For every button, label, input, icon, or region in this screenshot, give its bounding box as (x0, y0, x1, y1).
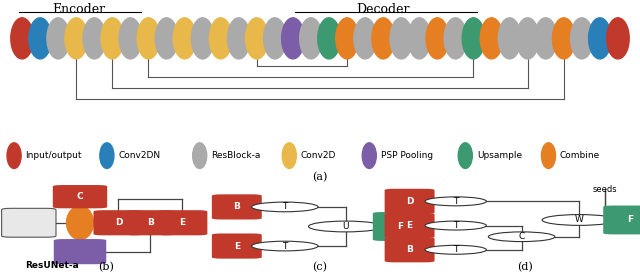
Ellipse shape (7, 143, 21, 169)
Text: T: T (282, 242, 287, 250)
Ellipse shape (119, 18, 141, 59)
FancyBboxPatch shape (54, 239, 106, 264)
Text: (c): (c) (312, 262, 328, 272)
Text: ResUNet-a: ResUNet-a (26, 261, 79, 270)
Text: W: W (575, 215, 584, 224)
Text: T: T (282, 202, 287, 212)
Ellipse shape (458, 143, 472, 169)
Ellipse shape (534, 18, 557, 59)
Text: PSP Pooling: PSP Pooling (381, 151, 433, 160)
Text: Input/output: Input/output (26, 151, 82, 160)
Text: Upsample: Upsample (477, 151, 522, 160)
Ellipse shape (191, 18, 214, 59)
Text: Decoder: Decoder (356, 3, 410, 16)
Circle shape (252, 241, 318, 251)
Ellipse shape (589, 18, 611, 59)
Text: E: E (234, 242, 240, 250)
FancyBboxPatch shape (604, 206, 640, 235)
Text: F: F (627, 215, 634, 224)
Ellipse shape (552, 18, 575, 59)
Circle shape (425, 221, 486, 230)
Circle shape (425, 197, 486, 206)
Circle shape (488, 232, 555, 242)
FancyBboxPatch shape (385, 213, 435, 238)
Text: Conv2D: Conv2D (301, 151, 336, 160)
Ellipse shape (300, 18, 323, 59)
Ellipse shape (354, 18, 376, 59)
Text: C: C (518, 232, 525, 241)
FancyBboxPatch shape (125, 210, 175, 235)
Text: U: U (342, 222, 349, 231)
Ellipse shape (372, 18, 394, 59)
Ellipse shape (607, 18, 629, 59)
Ellipse shape (156, 18, 178, 59)
Circle shape (542, 215, 616, 226)
Ellipse shape (516, 18, 539, 59)
Circle shape (252, 202, 318, 212)
Ellipse shape (541, 143, 556, 169)
Text: (b): (b) (98, 262, 113, 272)
Ellipse shape (499, 18, 521, 59)
FancyBboxPatch shape (372, 212, 428, 241)
Ellipse shape (426, 18, 449, 59)
Ellipse shape (570, 18, 593, 59)
Ellipse shape (282, 18, 304, 59)
Ellipse shape (101, 18, 124, 59)
Text: D: D (115, 218, 122, 227)
FancyBboxPatch shape (385, 237, 435, 262)
Circle shape (308, 221, 383, 232)
Ellipse shape (100, 143, 114, 169)
Text: seeds: seeds (593, 185, 617, 195)
Text: (d): (d) (517, 262, 532, 272)
Ellipse shape (408, 18, 431, 59)
FancyBboxPatch shape (53, 185, 107, 208)
Ellipse shape (65, 18, 88, 59)
Text: T: T (453, 197, 458, 206)
FancyBboxPatch shape (93, 210, 143, 235)
Ellipse shape (390, 18, 413, 59)
Ellipse shape (336, 18, 358, 59)
Text: B: B (234, 202, 240, 212)
Ellipse shape (173, 18, 196, 59)
Text: D: D (406, 197, 413, 206)
Ellipse shape (67, 206, 93, 239)
Ellipse shape (83, 18, 106, 59)
Ellipse shape (47, 18, 70, 59)
Text: B: B (406, 245, 413, 254)
Ellipse shape (317, 18, 340, 59)
Text: Encoder: Encoder (52, 3, 105, 16)
Ellipse shape (11, 18, 33, 59)
Text: E: E (406, 221, 413, 230)
Text: B: B (147, 218, 154, 227)
Ellipse shape (246, 18, 268, 59)
Text: Conv2DN: Conv2DN (118, 151, 161, 160)
Ellipse shape (462, 18, 484, 59)
Text: (a): (a) (312, 172, 328, 183)
Ellipse shape (193, 143, 207, 169)
Circle shape (425, 245, 486, 254)
Ellipse shape (264, 18, 286, 59)
Text: C: C (77, 192, 83, 201)
Text: T: T (453, 221, 458, 230)
FancyBboxPatch shape (385, 189, 435, 214)
Ellipse shape (209, 18, 232, 59)
FancyBboxPatch shape (157, 210, 207, 235)
Ellipse shape (444, 18, 467, 59)
Ellipse shape (137, 18, 160, 59)
FancyBboxPatch shape (1, 208, 56, 237)
Text: Combine: Combine (560, 151, 600, 160)
Text: T: T (453, 245, 458, 254)
Text: F: F (397, 222, 403, 231)
Ellipse shape (29, 18, 51, 59)
FancyBboxPatch shape (212, 194, 262, 219)
FancyBboxPatch shape (212, 233, 262, 259)
Ellipse shape (480, 18, 503, 59)
Text: ResBlock-a: ResBlock-a (211, 151, 260, 160)
Text: E: E (179, 218, 186, 227)
Ellipse shape (227, 18, 250, 59)
Ellipse shape (362, 143, 376, 169)
Ellipse shape (282, 143, 296, 169)
